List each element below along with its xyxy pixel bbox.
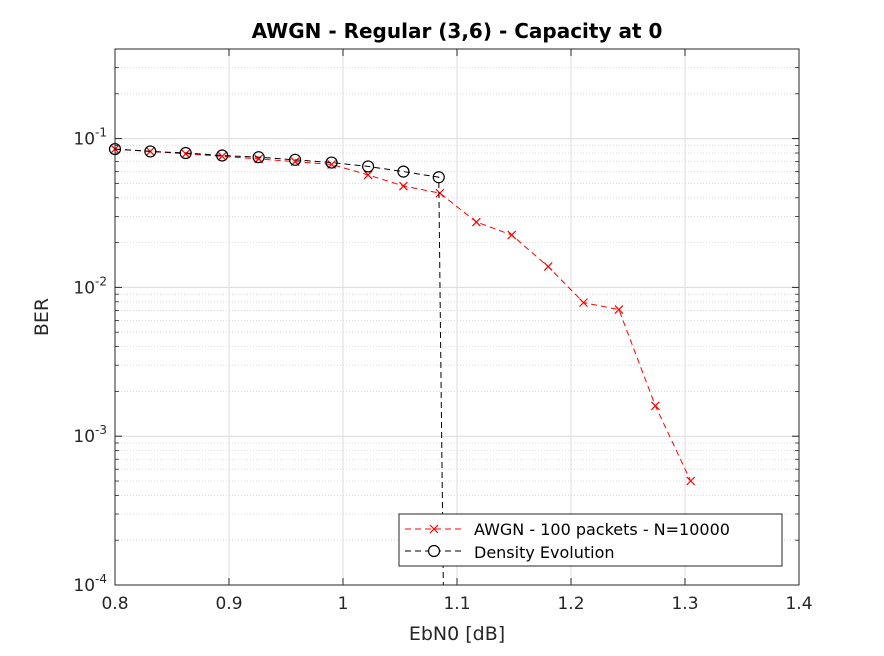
x-tick-label: 1.1 xyxy=(443,594,470,614)
data-point-circle-marker xyxy=(432,171,445,184)
legend-marker-circle-density xyxy=(427,544,441,558)
y-axis-label: BER xyxy=(31,298,53,336)
x-tick-label: 1.2 xyxy=(557,594,584,614)
data-point-circle-marker xyxy=(325,156,338,169)
legend-marker-x-awgn xyxy=(429,524,439,534)
data-point-circle-marker xyxy=(216,149,229,162)
data-point-x-marker xyxy=(686,476,696,486)
series-layer xyxy=(108,142,696,586)
data-point-x-marker xyxy=(614,305,624,314)
data-point-x-marker xyxy=(181,149,191,159)
y-tick-label: 10-4 xyxy=(73,572,107,596)
tick-labels: 10-1 10-2 10-3 10-40.8 0.9 1 1.1 1.2 1.3 1.4 xyxy=(73,126,812,614)
data-point-x-marker xyxy=(435,188,445,198)
data-point-x-marker xyxy=(471,217,481,227)
ticks xyxy=(114,48,800,586)
data-point-circle-marker xyxy=(289,153,302,166)
legend-label-awgn: AWGN - 100 packets - N=10000 xyxy=(474,520,730,539)
y-tick-label: 10-3 xyxy=(73,423,107,447)
x-tick-label: 1.3 xyxy=(671,594,698,614)
data-point-x-marker xyxy=(363,170,373,180)
data-point-circle-marker xyxy=(179,146,192,160)
x-tick-label: 0.9 xyxy=(215,594,242,614)
data-point-circle-marker xyxy=(361,160,375,173)
chart-title: AWGN - Regular (3,6) - Capacity at 0 xyxy=(252,19,663,43)
data-point-circle-marker xyxy=(144,145,157,158)
x-axis-label: EbN0 [dB] xyxy=(409,623,505,645)
data-point-x-marker xyxy=(650,401,660,411)
data-point-x-marker xyxy=(217,151,227,161)
y-tick-label: 10-1 xyxy=(73,126,107,150)
x-tick-label: 1.4 xyxy=(785,594,812,614)
data-point-x-marker xyxy=(579,298,588,308)
data-point-x-marker xyxy=(543,262,553,272)
data-point-x-marker xyxy=(507,230,517,240)
legend: AWGN - 100 packets - N=10000 Density Evo… xyxy=(398,513,783,567)
series-line-1 xyxy=(114,148,444,586)
x-tick-label: 0.8 xyxy=(101,594,128,614)
y-tick-label: 10-2 xyxy=(73,274,107,298)
data-point-x-marker xyxy=(398,181,408,191)
data-point-circle-marker xyxy=(252,151,265,164)
legend-label-density: Density Evolution xyxy=(474,543,615,562)
x-tick-label: 1 xyxy=(338,594,349,614)
data-point-circle-marker xyxy=(397,165,410,178)
legend-box xyxy=(398,513,783,567)
